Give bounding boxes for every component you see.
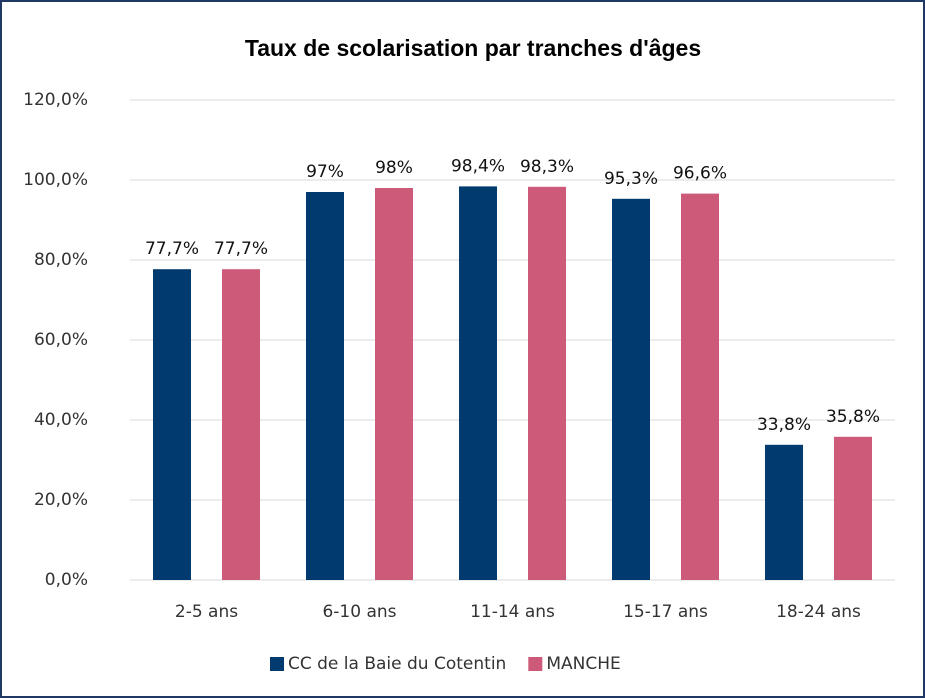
y-tick-label: 0,0% xyxy=(45,570,88,590)
legend-label: CC de la Baie du Cotentin xyxy=(288,654,506,674)
x-tick-label: 6-10 ans xyxy=(322,602,396,622)
value-label: 35,8% xyxy=(826,407,880,427)
x-tick-label: 18-24 ans xyxy=(776,602,861,622)
value-label: 98,3% xyxy=(520,157,574,177)
y-tick-label: 60,0% xyxy=(34,330,88,350)
value-label: 33,8% xyxy=(757,415,811,435)
legend-swatch xyxy=(528,657,543,671)
bar xyxy=(834,436,872,580)
y-tick-label: 100,0% xyxy=(23,170,88,190)
x-tick-label: 15-17 ans xyxy=(623,602,708,622)
y-tick-label: 20,0% xyxy=(34,490,88,510)
value-label: 96,6% xyxy=(673,164,727,184)
value-label: 98,4% xyxy=(451,156,505,176)
bar xyxy=(375,188,413,580)
legend-label: MANCHE xyxy=(546,654,620,674)
legend-swatch xyxy=(270,657,284,671)
y-tick-label: 40,0% xyxy=(34,410,88,430)
value-label: 77,7% xyxy=(145,239,199,259)
value-label: 95,3% xyxy=(604,169,658,189)
bar xyxy=(681,193,719,580)
y-tick-label: 80,0% xyxy=(34,250,88,270)
bar xyxy=(459,186,497,580)
bar xyxy=(306,192,344,580)
bar xyxy=(222,269,260,580)
x-tick-label: 2-5 ans xyxy=(175,602,238,622)
value-label: 97% xyxy=(306,162,344,182)
y-tick-label: 120,0% xyxy=(23,90,88,110)
bar xyxy=(612,198,650,581)
bar xyxy=(765,444,803,580)
value-label: 98% xyxy=(375,158,413,178)
bar xyxy=(153,269,191,580)
bar xyxy=(528,186,566,581)
x-tick-label: 11-14 ans xyxy=(470,602,555,622)
chart-title: Taux de scolarisation par tranches d'âge… xyxy=(245,35,701,61)
value-label: 77,7% xyxy=(214,239,268,259)
